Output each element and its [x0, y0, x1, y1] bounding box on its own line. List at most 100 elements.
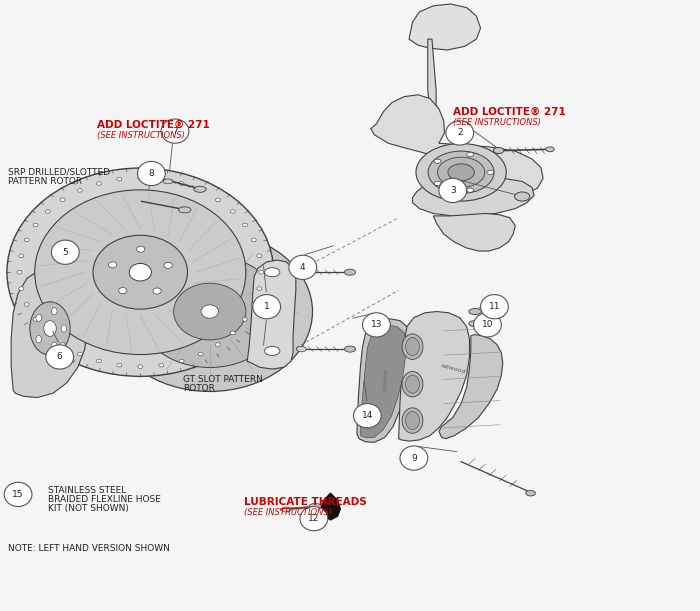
Ellipse shape	[257, 287, 262, 290]
Text: SRP DRILLED/SLOTTED: SRP DRILLED/SLOTTED	[8, 168, 111, 177]
Ellipse shape	[118, 288, 127, 294]
Ellipse shape	[242, 318, 247, 321]
Ellipse shape	[61, 325, 66, 332]
Ellipse shape	[526, 491, 536, 496]
Text: STAINLESS STEEL: STAINLESS STEEL	[48, 486, 126, 495]
Ellipse shape	[117, 364, 122, 367]
Polygon shape	[439, 335, 503, 439]
Ellipse shape	[93, 235, 188, 309]
Ellipse shape	[469, 321, 482, 327]
Ellipse shape	[281, 507, 291, 512]
Ellipse shape	[19, 287, 24, 290]
Circle shape	[474, 313, 501, 337]
Ellipse shape	[297, 269, 306, 275]
Ellipse shape	[405, 375, 419, 393]
Ellipse shape	[60, 343, 65, 346]
Ellipse shape	[46, 210, 50, 213]
Text: 8: 8	[148, 169, 154, 178]
Ellipse shape	[405, 411, 419, 430]
Circle shape	[446, 121, 474, 145]
Text: 6: 6	[57, 353, 62, 362]
Ellipse shape	[402, 408, 423, 433]
Polygon shape	[321, 493, 340, 520]
Ellipse shape	[36, 335, 41, 343]
Ellipse shape	[448, 164, 475, 181]
Text: LUBRICATE THREADS: LUBRICATE THREADS	[244, 497, 368, 507]
Text: BRAIDED FLEXLINE HOSE: BRAIDED FLEXLINE HOSE	[48, 495, 161, 503]
Text: PATTERN ROTOR: PATTERN ROTOR	[8, 177, 83, 186]
Polygon shape	[247, 260, 296, 369]
Ellipse shape	[7, 168, 274, 376]
Text: 13: 13	[370, 320, 382, 329]
Ellipse shape	[97, 359, 102, 363]
Text: 9: 9	[411, 453, 416, 463]
Text: ADD LOCTITE® 271: ADD LOCTITE® 271	[97, 120, 209, 130]
Ellipse shape	[405, 338, 419, 356]
Ellipse shape	[25, 238, 29, 242]
Ellipse shape	[52, 307, 57, 315]
Ellipse shape	[486, 170, 493, 174]
Text: 12: 12	[308, 514, 320, 523]
Ellipse shape	[265, 346, 280, 356]
Text: 10: 10	[482, 320, 494, 329]
Circle shape	[439, 178, 467, 203]
Ellipse shape	[309, 503, 321, 510]
Text: 2: 2	[457, 128, 463, 137]
Ellipse shape	[179, 181, 184, 185]
Ellipse shape	[52, 342, 57, 349]
Ellipse shape	[467, 188, 474, 192]
Ellipse shape	[60, 198, 65, 202]
Polygon shape	[11, 268, 88, 398]
Polygon shape	[409, 4, 481, 50]
Text: (SEE INSTRUCTIONS): (SEE INSTRUCTIONS)	[244, 508, 332, 517]
Text: wilwood: wilwood	[440, 364, 466, 375]
Polygon shape	[412, 177, 534, 216]
Ellipse shape	[44, 321, 56, 337]
Text: 15: 15	[13, 490, 24, 499]
Ellipse shape	[251, 302, 256, 306]
Polygon shape	[433, 213, 515, 251]
Polygon shape	[357, 319, 410, 442]
Ellipse shape	[19, 254, 24, 258]
Circle shape	[253, 295, 281, 319]
Ellipse shape	[163, 179, 173, 184]
Ellipse shape	[159, 177, 164, 181]
Circle shape	[161, 119, 189, 143]
Text: calwood: calwood	[383, 368, 389, 391]
Ellipse shape	[514, 192, 530, 201]
Ellipse shape	[402, 371, 423, 397]
Ellipse shape	[259, 271, 263, 274]
Ellipse shape	[138, 176, 143, 180]
Text: 5: 5	[62, 247, 68, 257]
Text: KIT (NOT SHOWN): KIT (NOT SHOWN)	[48, 504, 129, 513]
Circle shape	[46, 345, 74, 369]
Ellipse shape	[136, 246, 145, 252]
Ellipse shape	[434, 159, 441, 163]
Text: 3: 3	[450, 186, 456, 195]
Circle shape	[400, 446, 428, 470]
Ellipse shape	[33, 223, 38, 227]
Ellipse shape	[36, 314, 41, 321]
Text: 7: 7	[172, 126, 178, 136]
Ellipse shape	[164, 262, 172, 268]
Ellipse shape	[78, 189, 83, 192]
Ellipse shape	[494, 147, 504, 153]
Ellipse shape	[402, 334, 423, 359]
Ellipse shape	[428, 151, 494, 194]
Ellipse shape	[78, 352, 83, 356]
Ellipse shape	[35, 190, 246, 354]
Circle shape	[363, 313, 391, 337]
Ellipse shape	[198, 189, 203, 192]
Polygon shape	[428, 39, 436, 124]
Ellipse shape	[216, 198, 220, 202]
Ellipse shape	[297, 346, 306, 352]
Ellipse shape	[434, 181, 441, 186]
Text: 14: 14	[362, 411, 373, 420]
Ellipse shape	[153, 288, 161, 294]
Ellipse shape	[25, 302, 29, 306]
Circle shape	[51, 240, 79, 265]
Circle shape	[4, 482, 32, 507]
Ellipse shape	[97, 181, 102, 185]
Ellipse shape	[438, 157, 484, 188]
Ellipse shape	[130, 263, 151, 281]
